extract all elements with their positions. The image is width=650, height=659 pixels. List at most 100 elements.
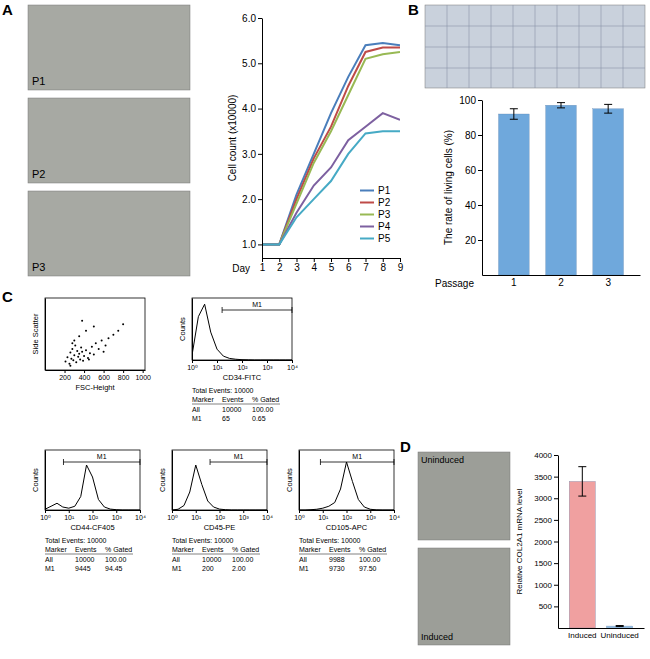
panel-label: C — [2, 288, 13, 305]
tick: Uninduced — [601, 631, 639, 640]
tick-mark — [347, 510, 348, 513]
tick-label: 5.0 — [242, 58, 256, 69]
axis: 10⁰10¹10²10³10⁴ — [294, 510, 400, 521]
plot-frame — [192, 298, 292, 360]
error-bar — [616, 626, 624, 627]
stats-header: Marker — [45, 546, 67, 553]
panel-label: D — [400, 438, 411, 455]
stats-cell: 100.00 — [252, 406, 274, 413]
axis-title: Counts — [178, 317, 187, 341]
point — [69, 351, 71, 353]
plot-area — [172, 465, 267, 510]
tick-label: 10¹ — [64, 514, 75, 521]
axis-line — [482, 101, 483, 276]
tick: 3000 — [534, 494, 558, 503]
stats-total: Total Events: 10000 — [45, 537, 107, 544]
point — [93, 325, 95, 327]
tick-label: 500 — [539, 602, 553, 611]
stats-cell: 100.00 — [105, 556, 127, 563]
axis-title: Counts — [31, 468, 40, 492]
tick: 10² — [342, 510, 353, 521]
tick-mark — [220, 510, 221, 513]
tick: 10⁴ — [262, 510, 273, 521]
tick: 100 — [459, 95, 482, 106]
point — [85, 349, 87, 351]
stats-total: Total Events: 10000 — [192, 387, 254, 394]
stats-cell: 0.65 — [252, 415, 266, 422]
tick-label: 1500 — [534, 559, 552, 568]
series-line — [262, 43, 400, 245]
legend-swatch — [360, 226, 374, 228]
point — [91, 346, 93, 348]
axis-title: Relative COL2A1 mRNA level — [515, 488, 524, 594]
tick-label: 10² — [342, 514, 353, 521]
tick-mark — [93, 510, 94, 513]
tick-label: 2 — [277, 262, 283, 273]
bar — [607, 626, 633, 628]
point — [88, 358, 90, 360]
tick: 4.0 — [242, 103, 262, 114]
point — [103, 351, 105, 353]
tick-label: 10² — [215, 514, 226, 521]
point — [78, 335, 80, 337]
stats-cell: All — [299, 556, 307, 563]
point — [80, 347, 82, 349]
series-line — [262, 131, 400, 244]
tick: 10¹ — [64, 510, 75, 521]
image-label: Induced — [421, 632, 453, 642]
tick-label: 8 — [380, 262, 386, 273]
legend-label: P5 — [378, 233, 391, 244]
bar — [593, 109, 624, 275]
axis: 1.0 2.0 3.0 4.0 5.0 6.0 — [242, 13, 262, 259]
stats-cell: All — [172, 556, 180, 563]
tick: 9 — [398, 258, 404, 273]
grid-line — [425, 47, 645, 48]
tick: 10³ — [366, 510, 377, 521]
point — [74, 344, 76, 346]
tick-label: 60 — [465, 165, 477, 176]
tick: 2500 — [534, 516, 558, 525]
tick-label: 10⁴ — [389, 514, 400, 521]
axis — [299, 451, 300, 511]
tick-label: 2.0 — [242, 194, 256, 205]
tick-label: 10⁴ — [287, 364, 298, 371]
tick-mark — [554, 542, 558, 543]
legend-swatch — [360, 238, 374, 240]
plot-area — [569, 467, 633, 628]
tick-label: 20 — [465, 235, 477, 246]
point — [75, 361, 77, 363]
error-bar — [557, 103, 565, 108]
axis-line — [45, 451, 46, 511]
tick-mark — [267, 510, 268, 513]
tick-label: 10³ — [262, 364, 273, 371]
stats-rule — [172, 554, 260, 555]
tick: 4000 — [534, 451, 558, 460]
stats-cell: 100.00 — [359, 556, 381, 563]
tick: 2000 — [534, 538, 558, 547]
point — [81, 351, 83, 353]
tick-mark — [478, 240, 482, 241]
tick-mark — [258, 18, 262, 19]
stats-header: Events — [202, 546, 224, 553]
grid-line — [447, 5, 448, 88]
tick: 60 — [465, 165, 482, 176]
tick-label: 3500 — [534, 473, 552, 482]
grid-line — [425, 26, 645, 27]
tick-label: 1 — [511, 277, 517, 288]
tick-label: 1.0 — [242, 239, 256, 250]
tick: 10¹ — [212, 360, 223, 371]
tick-mark — [478, 100, 482, 101]
tick: 3.0 — [242, 149, 262, 160]
tick: 500 — [539, 602, 558, 611]
tick-label: 10⁰ — [167, 514, 178, 521]
micrograph — [418, 548, 510, 645]
tick: 6.0 — [242, 13, 262, 24]
histogram-line — [192, 304, 292, 360]
tick: 400 — [79, 370, 91, 381]
stats-cell: 10000 — [202, 556, 222, 563]
plot-area — [262, 43, 400, 245]
point — [112, 334, 114, 336]
point — [78, 353, 80, 355]
stats-header: % Gated — [232, 546, 259, 553]
tick-mark — [196, 510, 197, 513]
